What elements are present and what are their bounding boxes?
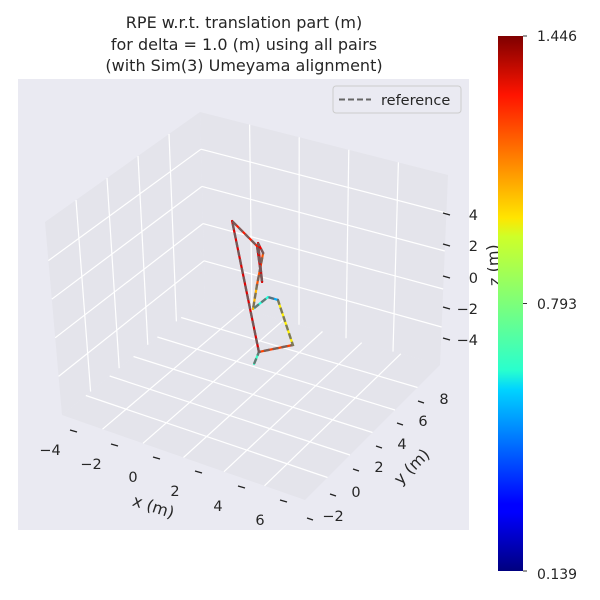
z-tick-mark <box>442 306 451 310</box>
y-tick-mark <box>352 468 360 472</box>
z-tick-label: 2 <box>469 239 478 255</box>
z-tick-mark <box>442 212 451 216</box>
z-tick-label: −2 <box>457 302 478 318</box>
reference-trajectory <box>230 217 295 365</box>
colorbar-mid-label: 0.793 <box>537 297 577 313</box>
z-tick-label: 0 <box>469 271 478 287</box>
grid-line-left-z <box>58 260 205 377</box>
colorbar-max-label: 1.446 <box>537 29 577 45</box>
y-tick-mark <box>375 445 383 449</box>
y-tick-label: 8 <box>439 392 448 408</box>
grid-line-y <box>133 355 373 434</box>
x-tick-mark <box>194 470 203 474</box>
x-tick-mark <box>237 485 246 489</box>
grid-line-back-z <box>200 148 447 214</box>
grid-line-left-z <box>54 223 204 339</box>
y-tick-mark <box>306 517 314 521</box>
y-tick-label: 2 <box>374 460 383 476</box>
colorbar <box>498 36 523 571</box>
grid-line-left <box>168 133 177 322</box>
grid-line-y <box>180 316 418 389</box>
legend-box <box>332 85 462 114</box>
colorbar-min-label: 0.139 <box>537 567 577 583</box>
x-tick-mark <box>279 499 288 503</box>
z-tick-label: −4 <box>457 333 478 349</box>
z-tick-mark <box>442 243 451 247</box>
y-tick-mark <box>417 400 425 404</box>
x-tick-label: 0 <box>128 470 137 486</box>
x-tick-mark <box>152 456 161 460</box>
grid-line-back-z <box>202 223 444 290</box>
x-tick-label: 2 <box>170 484 179 500</box>
grid-line-y <box>85 394 328 479</box>
grid-line-left <box>75 199 92 392</box>
x-tick-label: −2 <box>80 457 101 473</box>
floor-pane <box>62 298 440 500</box>
z-tick-label: 4 <box>469 208 478 224</box>
y-tick-label: 4 <box>397 437 406 453</box>
x-tick-label: 6 <box>255 513 264 529</box>
title-line-2: for delta = 1.0 (m) using all pairs <box>111 35 377 54</box>
grid-line-back <box>249 124 253 312</box>
grid-line-back-z <box>201 185 445 252</box>
x-tick-mark <box>110 443 119 447</box>
y-tick-label: 0 <box>351 485 360 501</box>
grid-line-left <box>137 155 149 345</box>
x-tick-mark <box>69 429 78 433</box>
title-line-1: RPE w.r.t. translation part (m) <box>126 13 362 32</box>
grid-line-left-z <box>51 185 203 300</box>
x-tick-label: −4 <box>39 443 60 459</box>
y-tick-label: −2 <box>322 509 343 525</box>
z-tick-mark <box>442 337 451 341</box>
y-tick-mark <box>329 493 337 497</box>
grid-line-back <box>392 162 399 352</box>
grid-line-left-z <box>48 148 202 262</box>
left-pane <box>45 112 205 415</box>
y-tick-mark <box>396 422 404 426</box>
grid-line-left <box>106 177 120 369</box>
z-tick-mark <box>442 275 451 279</box>
legend: reference <box>332 85 462 114</box>
grid-line-y <box>109 375 351 456</box>
y-tick-label: 6 <box>418 414 427 430</box>
title-line-3: (with Sim(3) Umeyama alignment) <box>105 56 382 75</box>
x-tick-label: 4 <box>213 499 222 515</box>
grid-line-back <box>345 149 350 339</box>
grid-line-y <box>157 336 396 411</box>
legend-reference-label: reference <box>381 93 450 109</box>
